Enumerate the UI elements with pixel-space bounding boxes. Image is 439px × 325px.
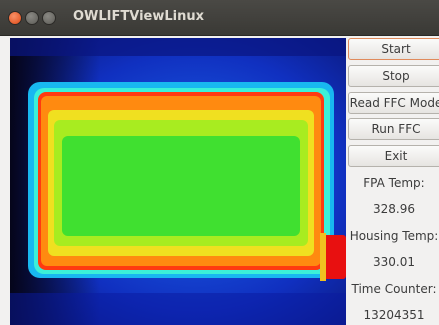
readout-label: Time Counter: [347, 282, 439, 296]
maximize-button[interactable] [42, 11, 56, 25]
button[interactable]: Exit [348, 145, 439, 167]
readout-label: Housing Temp: [347, 229, 439, 243]
readout-value: 328.96 [347, 202, 439, 216]
window-title: OWLIFTViewLinux [73, 9, 204, 24]
close-button[interactable] [8, 11, 22, 25]
button[interactable]: Run FFC [348, 118, 439, 140]
readout-label: FPA Temp: [347, 176, 439, 190]
thermal-image [10, 38, 346, 325]
readout-value: 13204351 [347, 308, 439, 322]
button[interactable]: Read FFC Mode [348, 92, 439, 114]
button[interactable]: Stop [348, 65, 439, 87]
app-window: OWLIFTViewLinux Start Stop Read FFC Mode Ru… [0, 0, 439, 325]
control-panel: Start Stop Read FFC Mode Run FFC Exit FPA Tem… [347, 36, 439, 325]
readout-value: 330.01 [347, 255, 439, 269]
title-bar: OWLIFTViewLinux [0, 0, 439, 36]
button[interactable]: Start [348, 38, 439, 60]
minimize-button[interactable] [25, 11, 39, 25]
